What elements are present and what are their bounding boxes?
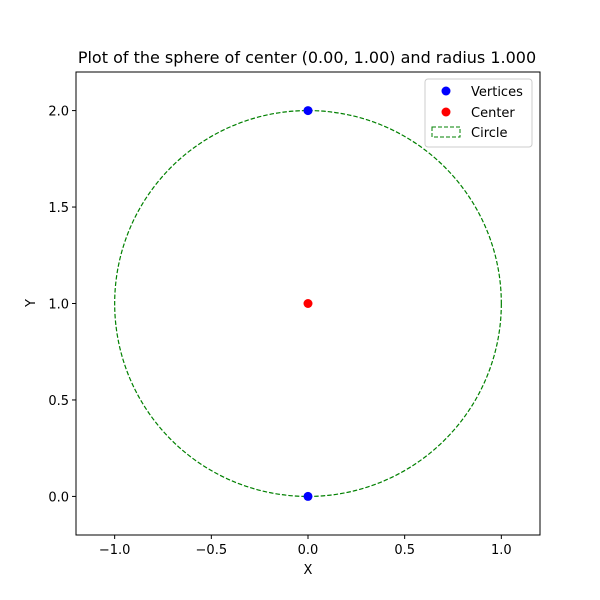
legend-marker-center (441, 107, 451, 117)
vertices-point (303, 106, 313, 116)
x-tick-label: 0.0 (298, 543, 319, 558)
x-axis-label: X (304, 563, 313, 578)
center-point (303, 299, 313, 308)
legend-label-vertices: Vertices (471, 85, 523, 100)
y-tick-label: 2.0 (48, 105, 69, 120)
legend: Vertices Center Circle (424, 78, 533, 148)
x-tick-label: −1.0 (99, 543, 131, 558)
x-tick-label: 1.0 (491, 543, 512, 558)
legend-marker-circle (431, 126, 461, 138)
legend-marker-vertices (441, 86, 451, 96)
y-tick-label: 1.5 (48, 201, 69, 216)
y-axis-ticks: 0.0 0.5 1.0 1.5 2.0 (48, 105, 76, 505)
chart-title: Plot of the sphere of center (0.00, 1.00… (78, 48, 536, 67)
y-tick-label: 0.0 (48, 490, 69, 505)
y-axis-label: Y (24, 299, 39, 308)
legend-label-center: Center (471, 106, 515, 121)
y-tick-label: 1.0 (48, 298, 69, 313)
y-tick-label: 0.5 (48, 394, 69, 409)
vertices-point (303, 491, 313, 501)
legend-label-circle: Circle (471, 126, 508, 141)
x-tick-label: 0.5 (394, 543, 415, 558)
plot-content (114, 106, 502, 501)
x-tick-label: −0.5 (196, 543, 228, 558)
x-axis-ticks: −1.0 −0.5 0.0 0.5 1.0 (99, 535, 512, 558)
legend-box (424, 78, 533, 148)
